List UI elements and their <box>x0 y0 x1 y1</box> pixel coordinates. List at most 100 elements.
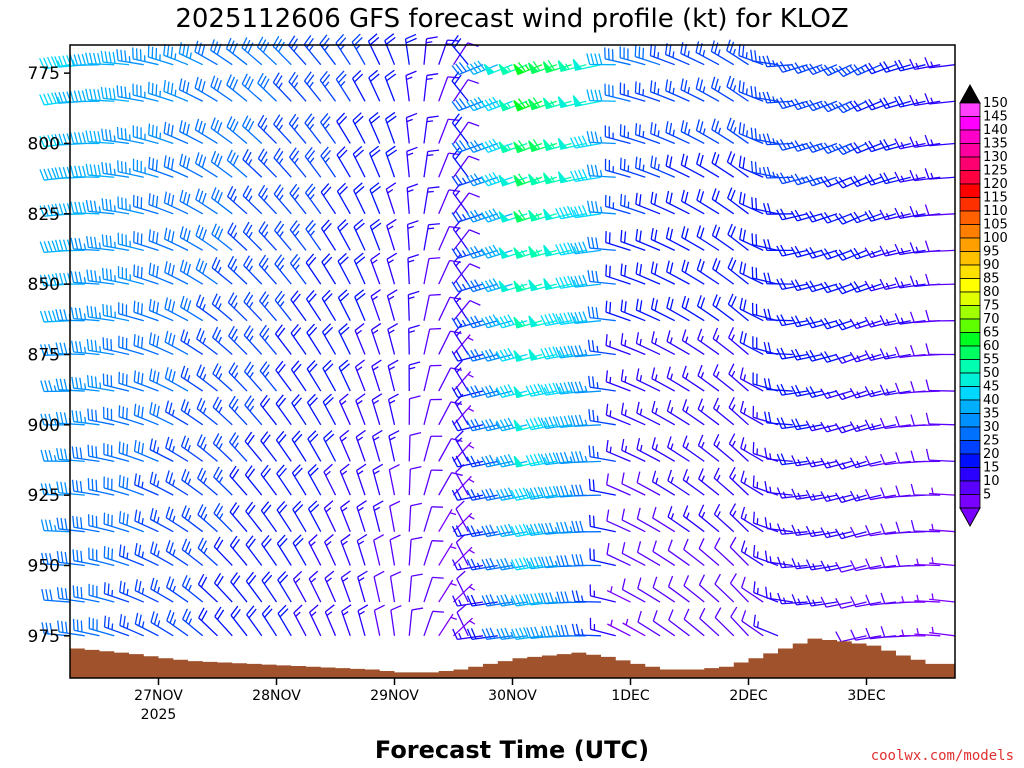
wind-barb <box>133 403 159 426</box>
wind-barb <box>762 166 793 179</box>
wind-barb <box>498 99 528 112</box>
wind-barb <box>373 604 385 636</box>
wind-barb <box>924 240 956 253</box>
wind-barb <box>423 540 444 566</box>
wind-barb <box>665 79 690 102</box>
wind-barb <box>373 534 385 566</box>
wind-barbs <box>39 33 956 643</box>
wind-barb <box>835 631 867 643</box>
wind-barb <box>588 409 616 426</box>
wind-barb <box>455 500 469 533</box>
wind-barb <box>681 295 705 322</box>
wind-barb <box>510 523 543 538</box>
wind-barb <box>681 259 705 285</box>
wind-barb <box>319 34 337 66</box>
colorbar-label: 20 <box>983 447 1000 462</box>
wind-barb <box>929 626 956 637</box>
colorbar-label: 135 <box>983 137 1008 152</box>
wind-barb <box>261 534 278 566</box>
colorbar-swatch <box>959 305 981 320</box>
wind-barb <box>405 70 417 102</box>
wind-barb <box>835 64 867 78</box>
x-tick-label: 2DEC <box>729 688 768 704</box>
wind-barb <box>261 571 278 603</box>
wind-barb <box>406 146 418 178</box>
wind-barb <box>899 629 926 637</box>
credit-link[interactable]: coolwx.com/models <box>871 748 1014 764</box>
wind-barb <box>713 433 735 462</box>
wind-barb <box>69 90 100 103</box>
wind-barb <box>41 588 71 603</box>
colorbar-label: 55 <box>983 353 1000 368</box>
wind-barb <box>228 325 248 355</box>
wind-barb <box>820 64 853 77</box>
wind-barb <box>570 274 602 288</box>
wind-barb <box>211 223 233 251</box>
wind-barb <box>230 572 248 603</box>
wind-barb <box>879 278 911 291</box>
colorbar-swatch <box>959 413 981 428</box>
wind-barb <box>423 36 438 65</box>
wind-barb <box>605 231 631 251</box>
wind-barb <box>368 111 381 144</box>
wind-barb <box>118 544 144 567</box>
wind-barb <box>924 57 956 69</box>
x-tick-label: 27NOV <box>134 688 183 704</box>
wind-barb <box>850 560 882 572</box>
wind-barb <box>850 596 882 608</box>
wind-barb <box>423 186 440 214</box>
wind-barb <box>319 70 337 102</box>
wind-barb <box>386 218 397 251</box>
wind-barb <box>320 112 337 144</box>
wind-barb <box>451 113 469 144</box>
wind-barb <box>226 186 248 215</box>
wind-barb <box>666 330 690 356</box>
y-tick-label: 900 <box>28 416 60 436</box>
terrain-fill <box>70 638 955 678</box>
wind-barb <box>621 438 646 462</box>
wind-barb <box>339 463 351 496</box>
wind-barb <box>849 490 882 502</box>
wind-barb <box>588 478 616 496</box>
colorbar-label: 150 <box>983 96 1008 111</box>
wind-barb <box>729 536 749 566</box>
wind-barb <box>650 228 676 251</box>
wind-barb <box>726 117 749 144</box>
wind-barb <box>371 393 383 425</box>
wind-barb <box>513 139 543 154</box>
wind-barb <box>196 434 218 462</box>
wind-barb <box>165 436 189 462</box>
wind-barb <box>290 323 307 355</box>
wind-barb <box>210 75 233 102</box>
wind-barb <box>438 118 460 144</box>
wind-barb <box>228 395 248 426</box>
wind-barb <box>605 439 631 462</box>
wind-barb <box>387 323 399 355</box>
wind-barb <box>103 476 130 496</box>
wind-barb <box>605 300 631 322</box>
wind-barb <box>291 430 307 462</box>
wind-barb <box>373 570 385 603</box>
wind-barb <box>132 194 159 215</box>
wind-barb <box>649 80 675 102</box>
wind-barb <box>100 86 130 102</box>
wind-barb <box>528 209 557 222</box>
wind-barb <box>820 351 852 363</box>
wind-barb <box>148 262 174 285</box>
wind-barb <box>292 500 307 533</box>
wind-barb <box>212 433 233 462</box>
wind-barb <box>165 470 189 496</box>
wind-barb <box>835 528 867 540</box>
wind-barb <box>85 199 115 215</box>
wind-barb <box>288 71 307 102</box>
wind-barb <box>835 100 867 114</box>
wind-barb <box>438 437 463 462</box>
wind-barb <box>336 182 351 215</box>
wind-barb <box>57 620 85 637</box>
wind-barb <box>180 399 204 426</box>
wind-barb <box>835 597 867 609</box>
wind-barb <box>805 99 838 112</box>
wind-barb <box>805 316 838 329</box>
wind-barb <box>148 193 174 215</box>
